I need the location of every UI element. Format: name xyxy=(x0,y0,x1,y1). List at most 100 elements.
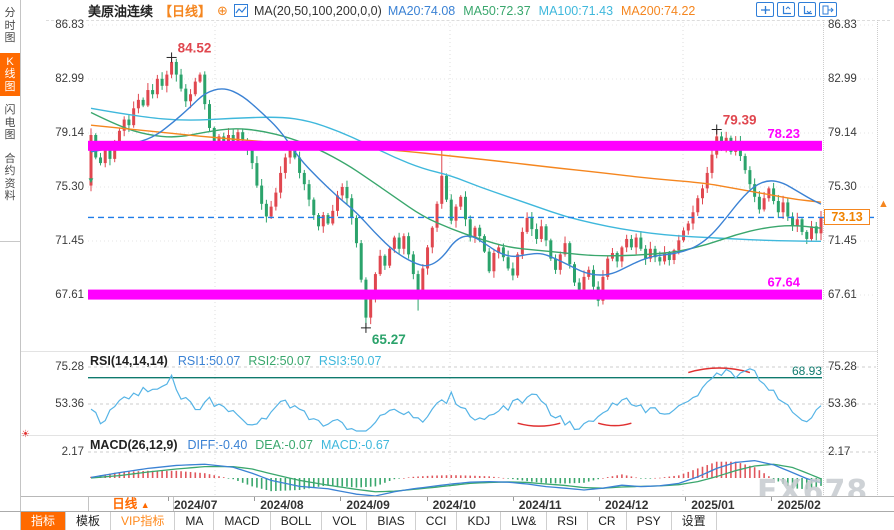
date-label: 2024/07 xyxy=(174,498,218,512)
add-indicator-icon[interactable]: ⊕ xyxy=(217,2,228,18)
toolbar-tab-5[interactable]: BOLL xyxy=(271,512,323,530)
period-label: 【日线】 xyxy=(159,4,212,19)
ma-value-1: MA50:72.37 xyxy=(463,3,531,18)
axis-label: 79.14 xyxy=(55,127,84,140)
ma-formula: MA(20,50,100,200,0,0) xyxy=(253,3,382,18)
ma-value-2: MA100:71.43 xyxy=(538,3,614,18)
axis-label: 79.14 xyxy=(828,127,857,140)
toolbar-tab-14[interactable]: 设置 xyxy=(672,512,717,530)
date-tick xyxy=(340,497,342,501)
kline-chart-icon xyxy=(233,4,248,17)
exit-fullscreen-icon[interactable] xyxy=(819,2,837,17)
svg-text:67.64: 67.64 xyxy=(767,275,800,290)
date-tick xyxy=(599,497,600,501)
sidebar: 分 时 图 K 线 图闪 电 图合 约 资 料 xyxy=(0,0,21,511)
period-selector-label: 日线 xyxy=(112,497,138,511)
sidebar-item-0[interactable]: 分 时 图 xyxy=(4,7,16,44)
ma-values: MA20:74.08 MA50:72.37 MA100:71.43 MA200:74.… xyxy=(388,4,704,18)
macd-value-2: MACD:-0.67 xyxy=(320,438,390,452)
axis-label: 86.83 xyxy=(828,19,857,31)
sidebar-item-2[interactable]: 闪 电 图 xyxy=(4,104,16,141)
bottom-toolbar: 指标 模板 VIP指标 MA MACD BOLL VOL BIAS CCI KDJ LW& RSI CR… xyxy=(0,511,894,530)
sidebar-item-3[interactable]: 合 约 资 料 xyxy=(4,152,16,203)
sidebar-item-1[interactable]: K 线 图 xyxy=(0,52,20,96)
ma-value-0: MA20:74.08 xyxy=(387,3,456,18)
axis-label: 75.28 xyxy=(55,361,84,373)
macd-value-0: DIFF:-0.40 xyxy=(187,438,248,452)
chevron-up-icon: ▲ xyxy=(140,500,150,510)
toolbar-tab-3[interactable]: MA xyxy=(175,512,215,530)
toolbar-corner xyxy=(0,512,21,530)
axis-label: 71.45 xyxy=(55,235,84,248)
price-arrow-icon: ▲ xyxy=(878,198,889,210)
date-label: 2025/02 xyxy=(777,498,821,512)
pane-separator xyxy=(20,351,878,352)
toolbar-tab-2[interactable]: VIP指标 xyxy=(111,512,176,530)
rsi-level-label: 68.93 xyxy=(791,364,822,378)
rsi-value-2: RSI3:50.07 xyxy=(318,354,382,368)
rsi-values: RSI1:50.07 RSI2:50.07 RSI3:50.07 xyxy=(178,354,390,368)
chart-header: 美原油连续 【日线】 ⊕ MA(20,50,100,200,0,0) MA20:… xyxy=(88,2,704,20)
rsi-value-1: RSI2:50.07 xyxy=(248,354,311,368)
rsi-formula: RSI(14,14,14) xyxy=(90,354,168,368)
date-tick xyxy=(771,497,773,501)
axis-scale-left-icon[interactable] xyxy=(777,2,795,17)
rsi-header: RSI(14,14,14) RSI1:50.07 RSI2:50.07 RSI3:5… xyxy=(90,354,389,368)
axis-label: 67.61 xyxy=(55,289,84,301)
macd-values: DIFF:-0.40 DEA:-0.07 MACD:-0.67 xyxy=(188,438,398,452)
date-axis: 日线 ▲ 2024/07 2024/08 2024/09 2024/10 2024/11… xyxy=(0,496,894,512)
axis-label: 53.36 xyxy=(828,398,857,410)
axis-label: 71.45 xyxy=(828,235,857,248)
toolbar-tab-10[interactable]: LW& xyxy=(501,512,548,530)
axis-label: 2.17 xyxy=(828,446,851,458)
axis-label: 53.36 xyxy=(55,398,84,410)
axis-label: 82.99 xyxy=(828,72,857,85)
axis-separator xyxy=(823,20,824,497)
axis-scale-right-icon[interactable] xyxy=(798,2,816,17)
toolbar-tab-13[interactable]: PSY xyxy=(627,512,672,530)
date-label: 2024/08 xyxy=(260,498,304,512)
period-selector[interactable]: 日线 ▲ xyxy=(88,497,174,512)
toolbar-tab-6[interactable]: VOL xyxy=(322,512,368,530)
date-label: 2025/01 xyxy=(691,498,735,512)
toolbar-tab-7[interactable]: BIAS xyxy=(367,512,416,530)
axis-label: 75.30 xyxy=(55,180,84,193)
toolbar-tab-12[interactable]: CR xyxy=(588,512,627,530)
svg-text:78.23: 78.23 xyxy=(767,126,800,141)
left-edge-marker-icon: ▼ xyxy=(87,176,95,185)
date-tick xyxy=(685,497,687,501)
macd-value-1: DEA:-0.07 xyxy=(255,438,313,452)
toolbar-tab-0[interactable]: 指标 xyxy=(21,512,67,530)
macd-header: MACD(26,12,9) DIFF:-0.40 DEA:-0.07 MACD:-0… xyxy=(90,438,398,452)
toolbar-tab-11[interactable]: RSI xyxy=(547,512,589,530)
toolbar-tab-1[interactable]: 模板 xyxy=(66,512,112,530)
rsi-value-0: RSI1:50.07 xyxy=(177,354,241,368)
date-tick xyxy=(168,497,169,501)
svg-text:79.39: 79.39 xyxy=(723,113,757,128)
date-label: 2024/10 xyxy=(432,498,476,512)
svg-text:65.27: 65.27 xyxy=(372,332,406,347)
pane-separator xyxy=(20,435,878,436)
pan-crosshair-icon[interactable] xyxy=(756,2,774,17)
axis-label: 86.83 xyxy=(55,19,84,31)
symbol-title: 美原油连续 xyxy=(88,4,154,19)
axis-label: 82.99 xyxy=(55,72,84,85)
axis-label: 75.28 xyxy=(828,361,857,373)
date-label: 2024/12 xyxy=(605,498,649,512)
toolbar-tab-8[interactable]: CCI xyxy=(416,512,458,530)
axis-label: 2.17 xyxy=(61,446,84,458)
last-price-box: 73.13 xyxy=(824,209,870,225)
indicator-sun-icon: ☀ xyxy=(21,429,30,440)
toolbar-tab-4[interactable]: MACD xyxy=(214,512,271,530)
svg-text:84.52: 84.52 xyxy=(178,40,212,55)
header-divider xyxy=(46,20,890,21)
toolbar-tab-9[interactable]: KDJ xyxy=(457,512,502,530)
edge-separator xyxy=(877,20,878,497)
macd-formula: MACD(26,12,9) xyxy=(90,438,178,452)
date-tick xyxy=(512,497,514,501)
date-tick xyxy=(426,497,428,501)
ma-value-3: MA200:74.22 xyxy=(621,3,696,18)
date-tick xyxy=(254,497,256,501)
